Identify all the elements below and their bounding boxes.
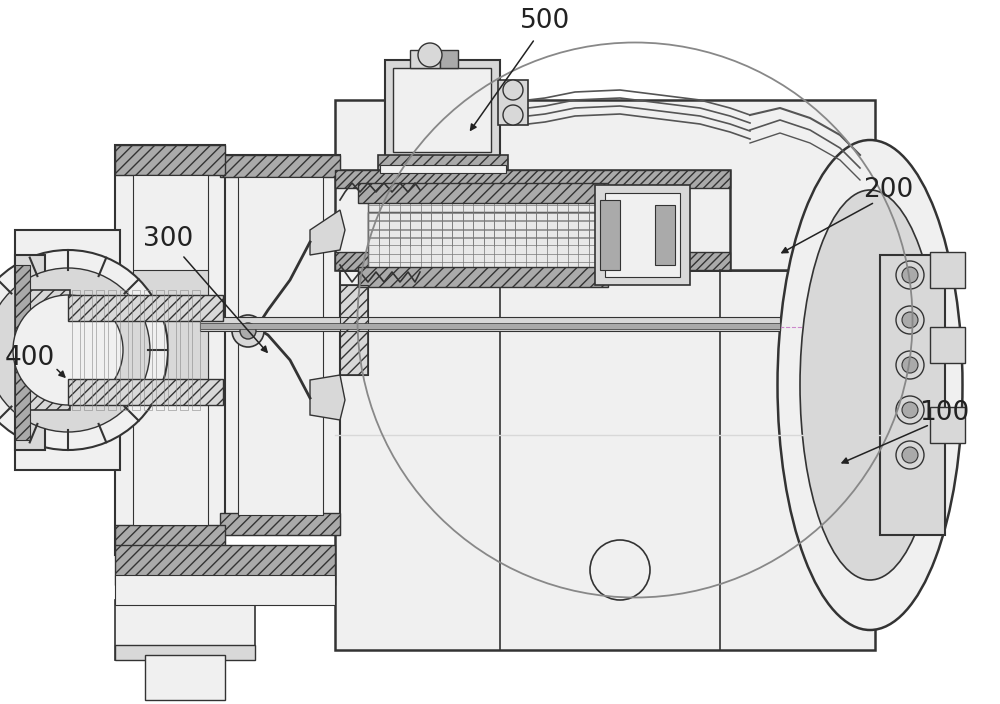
Bar xyxy=(930,252,965,288)
Bar xyxy=(238,177,323,515)
Bar xyxy=(378,155,508,170)
Bar xyxy=(192,290,200,410)
Bar xyxy=(115,145,225,175)
Bar xyxy=(368,188,598,246)
Bar xyxy=(15,255,45,450)
Bar xyxy=(68,379,223,405)
Bar xyxy=(115,645,255,660)
Bar xyxy=(385,60,500,160)
Bar xyxy=(335,252,730,270)
Bar xyxy=(115,145,225,555)
Bar xyxy=(220,513,340,535)
Bar xyxy=(440,50,458,68)
Circle shape xyxy=(503,80,523,100)
Polygon shape xyxy=(310,375,345,420)
Bar xyxy=(220,155,340,177)
Bar xyxy=(200,317,780,331)
Bar xyxy=(600,200,620,270)
Bar xyxy=(15,290,70,345)
Bar xyxy=(108,290,116,410)
Bar xyxy=(115,600,255,660)
Circle shape xyxy=(896,351,924,379)
Bar xyxy=(498,80,528,125)
Circle shape xyxy=(896,396,924,424)
Bar xyxy=(115,545,335,585)
Bar xyxy=(68,295,223,321)
Circle shape xyxy=(0,250,168,450)
Bar xyxy=(655,205,675,265)
Bar xyxy=(133,270,208,390)
Bar xyxy=(340,285,368,375)
Bar xyxy=(115,575,335,605)
Circle shape xyxy=(503,105,523,125)
Circle shape xyxy=(902,312,918,328)
Circle shape xyxy=(902,447,918,463)
Circle shape xyxy=(896,441,924,469)
Text: 500: 500 xyxy=(520,8,570,34)
Circle shape xyxy=(13,295,123,405)
Bar xyxy=(595,185,690,285)
Bar xyxy=(335,170,730,188)
Bar xyxy=(15,355,70,410)
Bar xyxy=(358,183,608,203)
Bar xyxy=(115,525,225,555)
Circle shape xyxy=(232,315,264,347)
Polygon shape xyxy=(310,210,345,255)
Bar xyxy=(168,290,176,410)
Text: 300: 300 xyxy=(143,227,193,252)
Bar xyxy=(200,323,780,329)
Bar xyxy=(120,290,128,410)
Bar xyxy=(880,255,945,535)
Bar xyxy=(144,290,152,410)
Circle shape xyxy=(240,323,256,339)
Bar xyxy=(393,68,491,152)
Bar xyxy=(335,100,875,270)
Bar xyxy=(133,175,208,525)
Bar xyxy=(930,327,965,363)
Bar xyxy=(84,290,92,410)
Circle shape xyxy=(902,402,918,418)
Bar xyxy=(15,230,120,470)
Bar xyxy=(930,407,965,443)
Circle shape xyxy=(902,267,918,283)
Circle shape xyxy=(896,306,924,334)
Bar xyxy=(335,270,875,650)
Bar xyxy=(72,290,80,410)
Bar xyxy=(605,193,680,277)
Bar xyxy=(15,265,30,440)
Bar xyxy=(156,290,164,410)
Bar xyxy=(335,170,730,270)
Text: 100: 100 xyxy=(919,401,969,426)
Bar xyxy=(368,212,598,270)
Ellipse shape xyxy=(800,190,940,580)
Bar xyxy=(410,50,440,68)
Bar xyxy=(132,290,140,410)
Circle shape xyxy=(0,268,150,432)
Circle shape xyxy=(896,261,924,289)
Text: 400: 400 xyxy=(5,345,55,370)
Circle shape xyxy=(418,43,442,67)
Text: 200: 200 xyxy=(863,177,913,203)
Ellipse shape xyxy=(778,140,962,630)
Bar xyxy=(96,290,104,410)
Bar xyxy=(340,285,368,375)
Bar xyxy=(220,155,340,535)
Bar xyxy=(358,267,608,287)
Bar xyxy=(180,290,188,410)
Bar xyxy=(380,165,506,173)
Circle shape xyxy=(902,357,918,373)
Bar xyxy=(145,655,225,700)
